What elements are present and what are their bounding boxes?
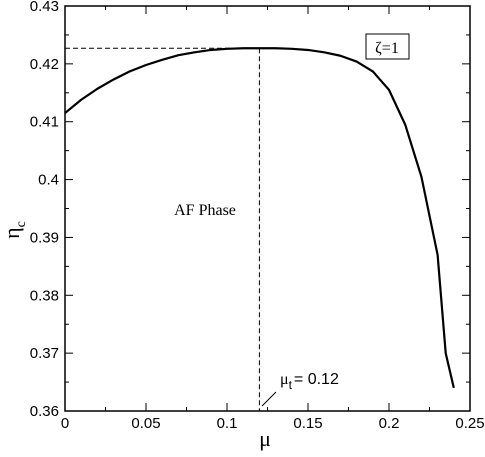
reference-lines: [65, 47, 260, 411]
y-axis-label-group: ηc: [0, 221, 29, 239]
y-tick-label: 0.43: [30, 0, 59, 15]
x-tick-label: 0.25: [455, 415, 484, 432]
transition-label: μt = 0.12: [280, 371, 339, 392]
y-axis-label: ηc: [0, 221, 29, 239]
y-tick-label: 0.41: [30, 114, 59, 131]
region-label: AF Phase: [174, 202, 236, 219]
x-tick-label: 0.15: [293, 415, 322, 432]
x-tick-label: 0: [61, 415, 69, 432]
y-tick-label: 0.38: [30, 287, 59, 304]
y-tick-label: 0.39: [30, 229, 59, 246]
y-tick-label: 0.36: [30, 403, 59, 420]
transition-subscript: t: [289, 378, 293, 392]
y-tick-label: 0.42: [30, 56, 59, 73]
y-axis-label-main: η: [0, 227, 24, 239]
transition-value: = 0.12: [294, 371, 339, 388]
axis-ticks: 0 0.05 0.1 0.15 0.2 0.25 0.36 0.37 0.38 0.39 0.4 0.…: [30, 0, 485, 432]
x-tick-label: 0.1: [217, 415, 238, 432]
zeta-box: ζ=1: [365, 33, 410, 60]
transition-annotation: μt = 0.12: [261, 371, 339, 407]
y-tick-label: 0.4: [38, 172, 59, 189]
plot-frame: [64, 5, 471, 412]
zeta-label: ζ=1: [375, 40, 399, 57]
x-tick-label: 0.2: [379, 415, 400, 432]
x-axis-label: μ: [259, 426, 271, 451]
x-tick-label: 0.05: [131, 415, 160, 432]
series-line: [64, 47, 455, 389]
transition-symbol: μ: [280, 371, 289, 388]
y-tick-label: 0.37: [30, 345, 59, 362]
y-axis-label-sub: c: [14, 221, 29, 227]
annotation-arrow: [261, 391, 277, 407]
series-group: [64, 47, 455, 389]
